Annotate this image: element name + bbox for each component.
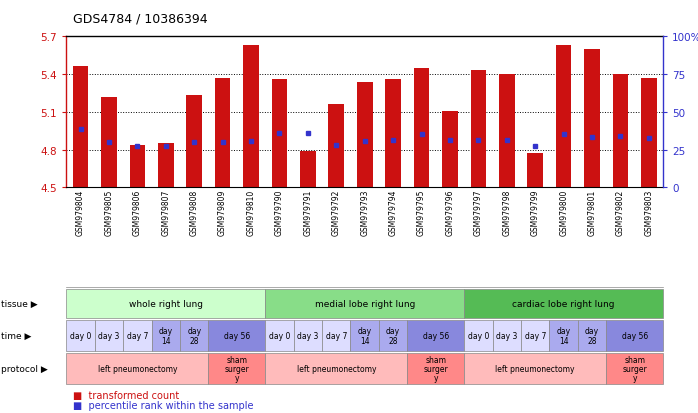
Text: day
28: day 28: [585, 326, 599, 345]
Text: ■  percentile rank within the sample: ■ percentile rank within the sample: [73, 400, 254, 410]
Bar: [130, 145, 145, 188]
Bar: [470, 71, 487, 188]
Bar: [528, 154, 543, 188]
Text: day
14: day 14: [158, 326, 173, 345]
Bar: [158, 144, 174, 188]
Text: sham
surger
y: sham surger y: [225, 355, 249, 382]
Text: ■  transformed count: ■ transformed count: [73, 390, 179, 400]
Text: day 3: day 3: [98, 331, 119, 340]
Bar: [186, 96, 202, 188]
Bar: [215, 78, 230, 188]
Bar: [357, 83, 373, 188]
Text: left pneumonectomy: left pneumonectomy: [496, 364, 575, 373]
Text: tissue ▶: tissue ▶: [1, 299, 37, 308]
Text: GDS4784 / 10386394: GDS4784 / 10386394: [73, 12, 208, 25]
Text: day
28: day 28: [386, 326, 400, 345]
Text: day 7: day 7: [524, 331, 546, 340]
Text: day
14: day 14: [556, 326, 571, 345]
Bar: [272, 80, 288, 188]
Text: day
28: day 28: [187, 326, 201, 345]
Text: day 0: day 0: [468, 331, 489, 340]
Bar: [329, 105, 344, 188]
Text: left pneumonectomy: left pneumonectomy: [297, 364, 376, 373]
Text: day 0: day 0: [269, 331, 290, 340]
Bar: [300, 152, 315, 188]
Text: whole right lung: whole right lung: [128, 299, 203, 308]
Text: day 7: day 7: [126, 331, 148, 340]
Text: day 56: day 56: [422, 331, 449, 340]
Bar: [499, 75, 514, 188]
Text: day 3: day 3: [297, 331, 318, 340]
Bar: [414, 69, 429, 188]
Text: day 3: day 3: [496, 331, 517, 340]
Bar: [613, 75, 628, 188]
Bar: [101, 97, 117, 188]
Text: day 0: day 0: [70, 331, 91, 340]
Bar: [556, 46, 572, 188]
Text: sham
surger
y: sham surger y: [424, 355, 448, 382]
Text: protocol ▶: protocol ▶: [1, 364, 47, 373]
Text: left pneumonectomy: left pneumonectomy: [98, 364, 177, 373]
Bar: [385, 80, 401, 188]
Text: day 56: day 56: [223, 331, 250, 340]
Text: day 56: day 56: [621, 331, 648, 340]
Bar: [73, 67, 89, 188]
Text: day 7: day 7: [325, 331, 347, 340]
Text: cardiac lobe right lung: cardiac lobe right lung: [512, 299, 615, 308]
Text: medial lobe right lung: medial lobe right lung: [315, 299, 415, 308]
Bar: [641, 78, 657, 188]
Text: sham
surger
y: sham surger y: [623, 355, 647, 382]
Text: day
14: day 14: [357, 326, 372, 345]
Bar: [584, 50, 600, 188]
Text: time ▶: time ▶: [1, 331, 31, 340]
Bar: [442, 111, 458, 188]
Bar: [243, 46, 259, 188]
